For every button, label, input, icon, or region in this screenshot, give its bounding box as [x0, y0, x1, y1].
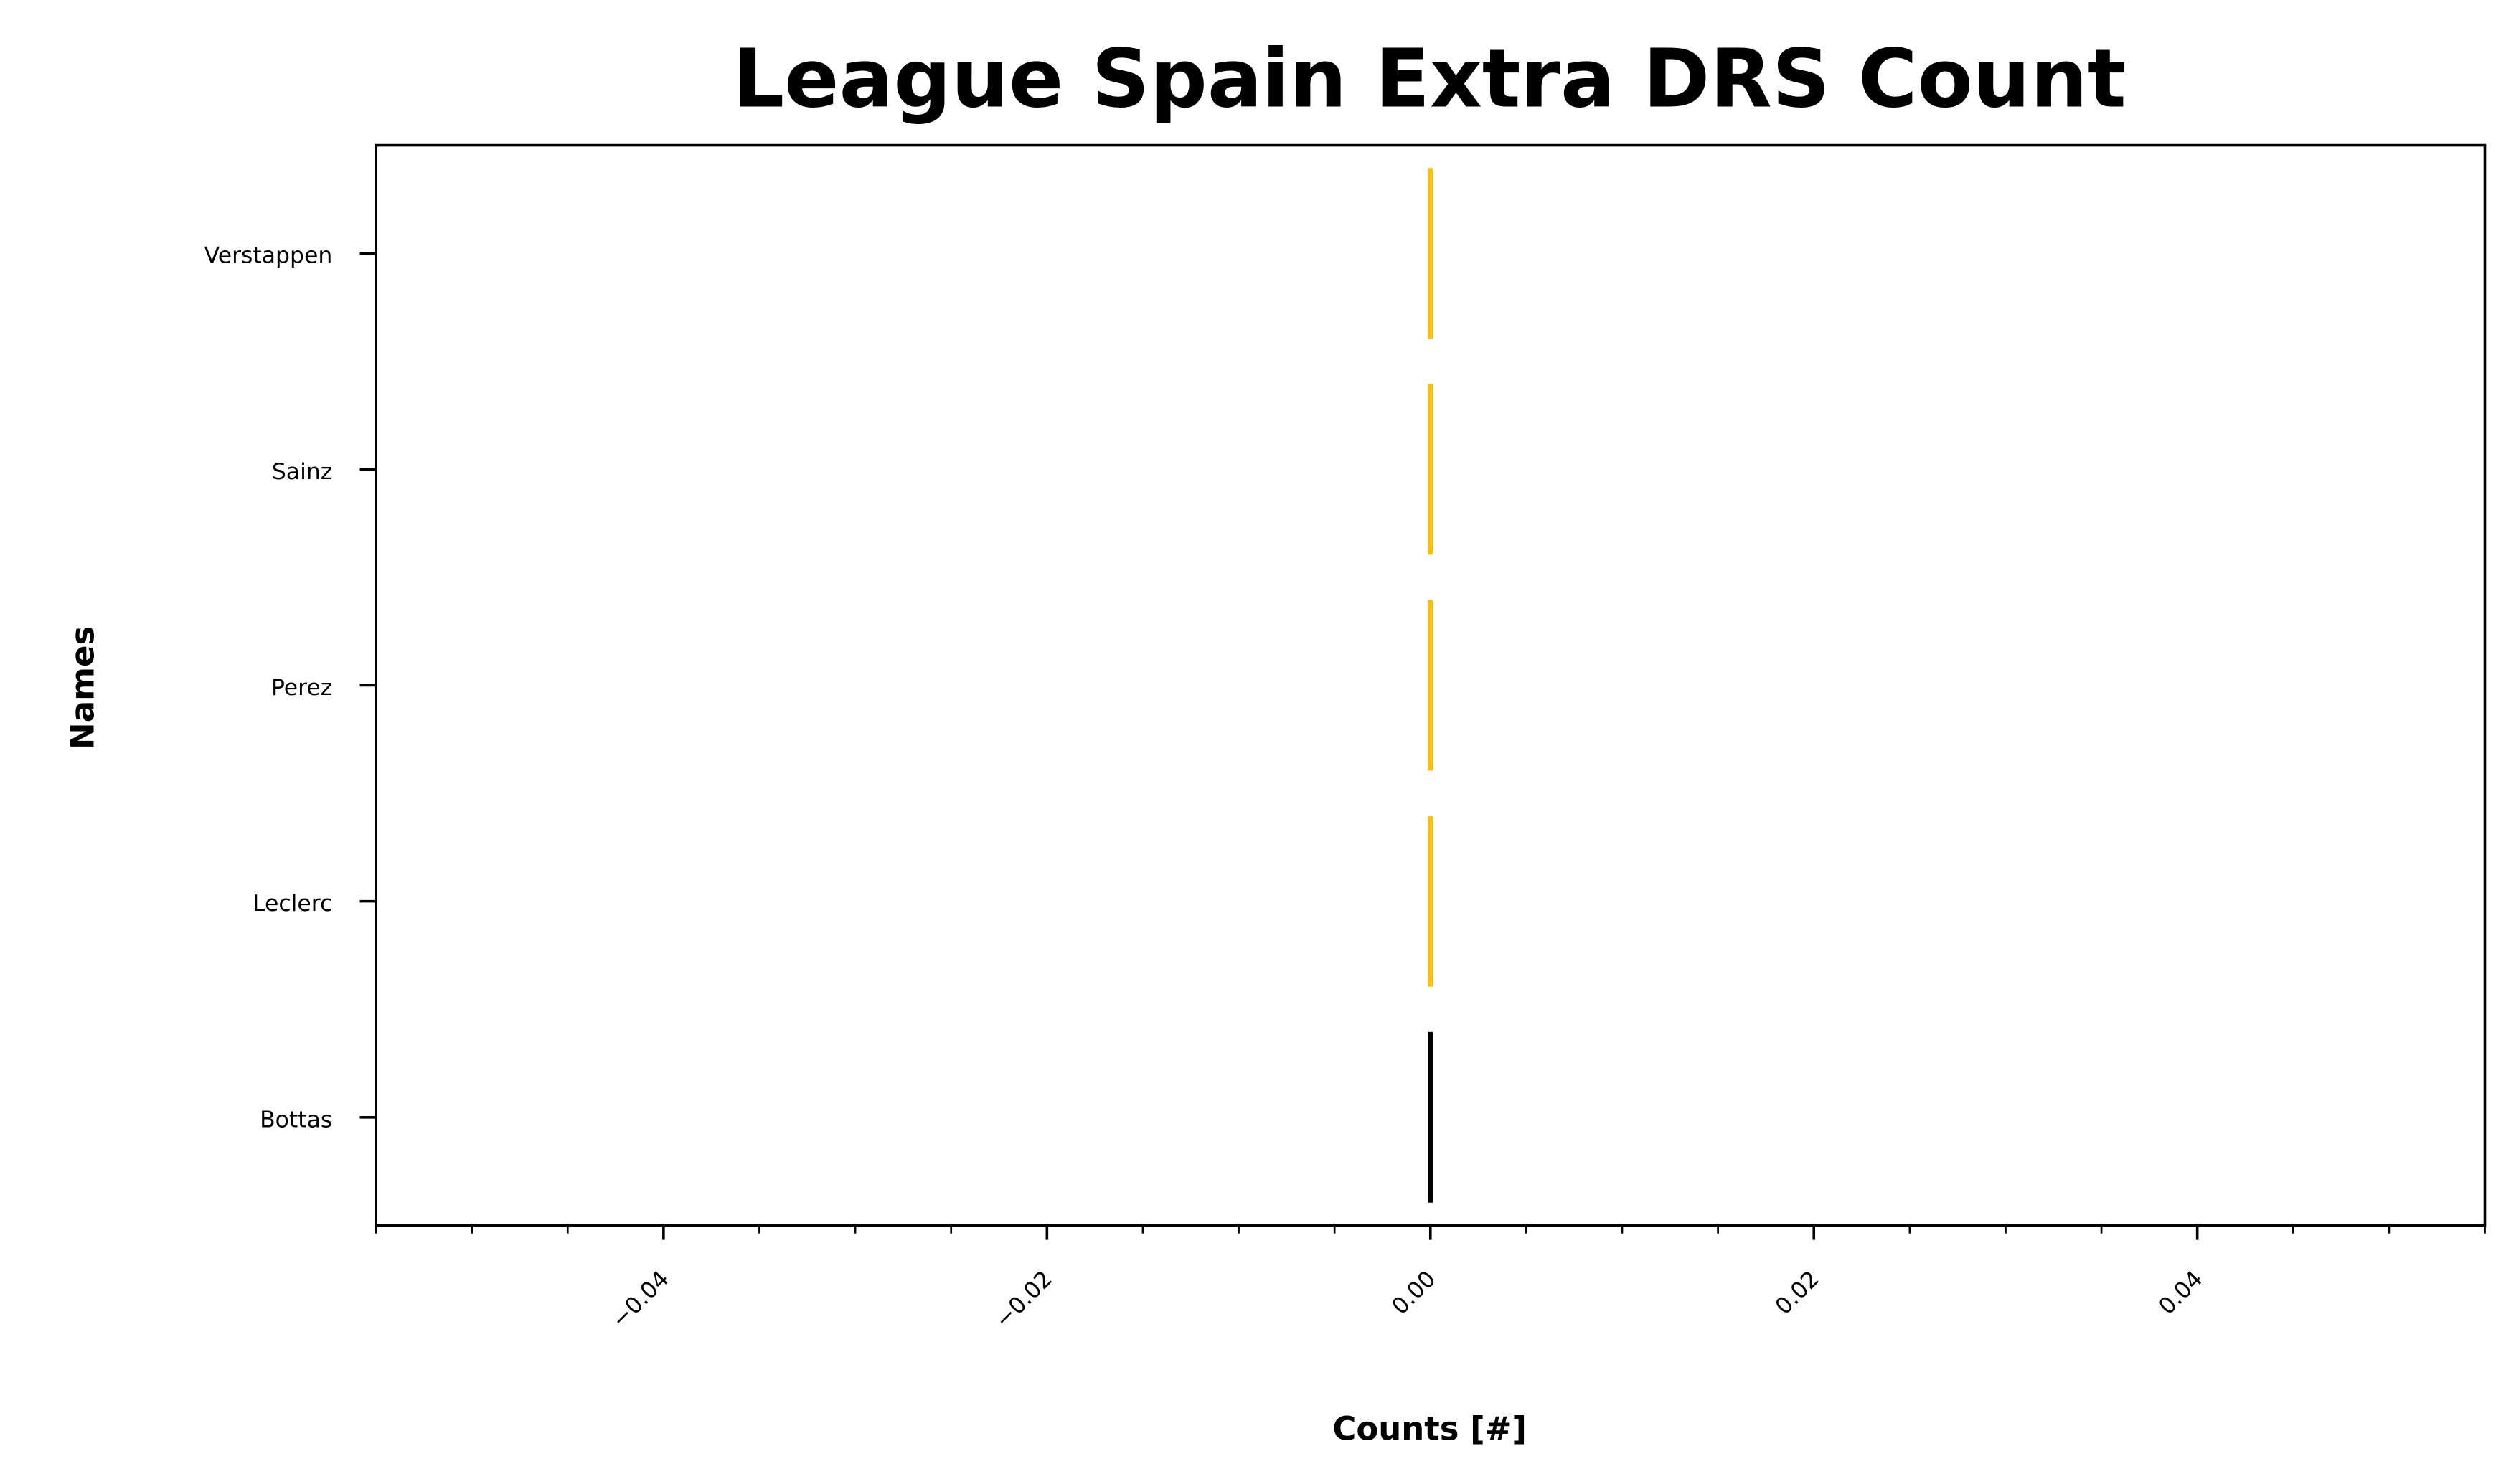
y-axis-label: Names: [63, 626, 101, 750]
chart-title: League Spain Extra DRS Count: [733, 32, 2126, 126]
y-tick-label: Perez: [271, 675, 332, 701]
x-axis-label: Counts [#]: [1332, 1410, 1527, 1448]
x-tick-label: 0.00: [1387, 1266, 1441, 1320]
x-tick-label: −0.04: [607, 1266, 674, 1333]
x-tick-label: 0.04: [2154, 1266, 2208, 1320]
x-tick-label: −0.02: [990, 1266, 1058, 1333]
bar-leclerc: [1428, 816, 1433, 987]
y-tick-label: Leclerc: [253, 891, 332, 917]
x-axis-ticks: −0.04 −0.02 0.00 0.02 0.04: [375, 1225, 2486, 1333]
x-tick-label: 0.02: [1771, 1266, 1824, 1320]
plot-area-frame: [375, 143, 2487, 1227]
y-tick-label: Bottas: [260, 1107, 332, 1133]
y-tick-label: Sainz: [272, 459, 332, 485]
bar-verstappen: [1428, 168, 1433, 339]
y-tick-label: Verstappen: [204, 243, 333, 269]
bar-perez: [1428, 600, 1433, 771]
y-axis-ticks: Verstappen Sainz Perez Leclerc Bottas: [204, 243, 377, 1133]
bar-sainz: [1428, 384, 1433, 555]
bars-layer: [1428, 168, 1433, 1203]
bar-bottas: [1428, 1031, 1433, 1203]
